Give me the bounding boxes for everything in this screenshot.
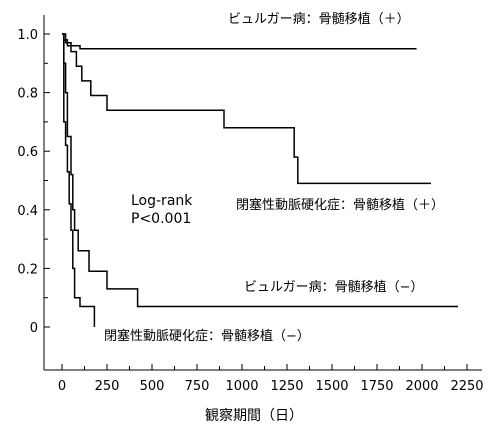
curve-labels: ビュルガー病：骨髄移植（＋） 閉塞性動脈硬化症：骨髄移植（＋） ビュルガー病：骨… (104, 12, 444, 344)
p-value-line: P<0.001 (131, 211, 191, 227)
survival-curve-1 (62, 33, 431, 185)
series-label-aso-bmt-minus: 閉塞性動脈硬化症：骨髄移植（−） (104, 328, 310, 344)
x-axis-title: 観察期間（日） (205, 407, 303, 424)
y-tick-label-4: 0.8 (17, 87, 38, 102)
x-tick-label-6: 1500 (315, 379, 348, 394)
y-tick-label-5: 1.0 (17, 28, 38, 43)
y-tick-label-3: 0.6 (17, 145, 38, 160)
y-tick-label-2: 0.4 (17, 204, 38, 219)
survival-curve-0 (62, 33, 417, 50)
x-tick-label-2: 500 (140, 379, 165, 394)
axes (43, 15, 482, 371)
log-rank-annotation: Log-rank P<0.001 (131, 193, 193, 227)
survival-curve-2 (62, 33, 458, 308)
x-tick-label-9: 2250 (450, 379, 483, 394)
x-tick-label-5: 1250 (270, 379, 303, 394)
x-tick-label-4: 1000 (225, 379, 258, 394)
survival-curve-3 (62, 33, 96, 327)
curves (62, 33, 458, 327)
x-tick-label-1: 250 (95, 379, 120, 394)
x-tick-label-0: 0 (58, 379, 66, 394)
series-label-buerger-bmt-minus: ビュルガー病：骨髄移植（−） (244, 280, 424, 295)
x-tick-label-8: 2000 (405, 379, 438, 394)
y-tick-label-1: 0.2 (17, 262, 38, 277)
series-label-buerger-bmt-plus: ビュルガー病：骨髄移植（＋） (228, 12, 410, 27)
x-tick-label-7: 1750 (360, 379, 393, 394)
y-tick-label-0: 0 (30, 321, 38, 336)
log-rank-line: Log-rank (131, 193, 193, 209)
series-label-aso-bmt-plus: 閉塞性動脈硬化症：骨髄移植（＋） (236, 197, 444, 213)
y-ticks: 0 0.2 0.4 0.6 0.8 1.0 (17, 28, 50, 336)
x-ticks: 0 250 500 750 1000 1250 1500 1750 2000 2250 (58, 364, 484, 394)
x-tick-label-3: 750 (185, 379, 210, 394)
